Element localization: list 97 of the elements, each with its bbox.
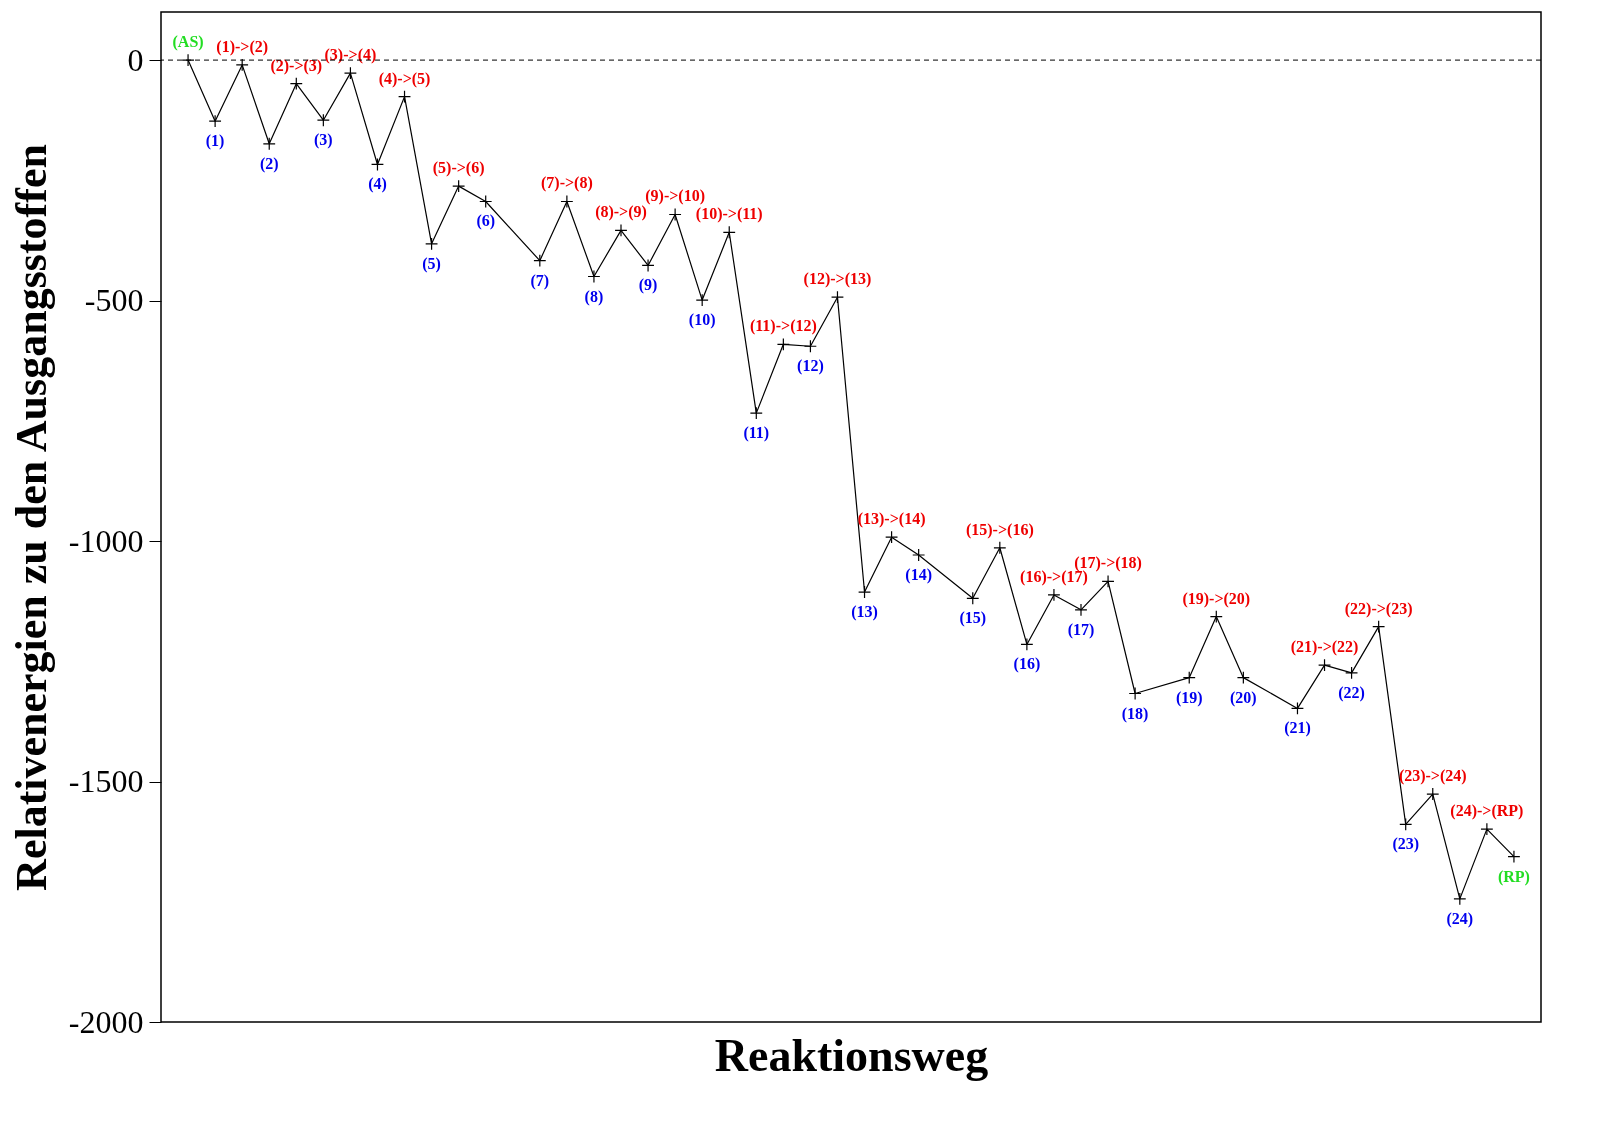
annotation: (21)->(22) bbox=[1290, 638, 1359, 657]
annotation: (22)->(23) bbox=[1344, 599, 1413, 618]
point bbox=[235, 58, 249, 72]
annotation: (AS) bbox=[172, 33, 204, 52]
annotation: (4) bbox=[368, 175, 387, 194]
annotation: (23) bbox=[1392, 835, 1420, 854]
annotation: (17) bbox=[1067, 620, 1095, 639]
annotation: (12) bbox=[797, 357, 824, 376]
annotation: (24) bbox=[1446, 909, 1474, 928]
point bbox=[749, 406, 763, 420]
annotation: (24)->(RP) bbox=[1450, 802, 1524, 821]
point bbox=[993, 541, 1007, 555]
annotation: (22) bbox=[1338, 683, 1365, 702]
point bbox=[289, 77, 303, 91]
point bbox=[668, 207, 682, 221]
annotation: (2) bbox=[259, 154, 279, 173]
annotation: (7) bbox=[530, 271, 550, 290]
point bbox=[1290, 701, 1304, 715]
annotation: (8) bbox=[584, 287, 604, 306]
point bbox=[641, 258, 655, 272]
point bbox=[181, 53, 195, 67]
point bbox=[370, 157, 384, 171]
annotation: (3)->(4) bbox=[324, 46, 377, 65]
point bbox=[398, 90, 412, 104]
y-tick-label: -2000 bbox=[68, 1003, 144, 1040]
y-axis-title: Relativenergien zu den Ausgangsstoffen bbox=[6, 144, 56, 891]
annotation: (13) bbox=[851, 603, 878, 622]
point bbox=[1372, 620, 1386, 634]
point bbox=[452, 179, 466, 193]
point bbox=[830, 290, 844, 304]
annotation: (11) bbox=[743, 424, 770, 443]
annotation: (13)->(14) bbox=[857, 510, 926, 529]
point bbox=[208, 114, 222, 128]
y-tick-label: -500 bbox=[84, 282, 144, 319]
point bbox=[262, 137, 276, 151]
annotation: (12)->(13) bbox=[803, 270, 872, 289]
annotation: (21) bbox=[1284, 719, 1311, 738]
point bbox=[425, 237, 439, 251]
annotation: (10) bbox=[688, 311, 716, 330]
annotation: (19) bbox=[1175, 688, 1203, 707]
point bbox=[885, 530, 899, 544]
annotation: (9)->(10) bbox=[645, 187, 705, 206]
y-tick-label: 0 bbox=[127, 41, 144, 78]
point bbox=[1101, 574, 1115, 588]
point bbox=[1209, 610, 1223, 624]
annotation: (20) bbox=[1230, 688, 1257, 707]
annotation: (8)->(9) bbox=[595, 203, 647, 222]
point bbox=[695, 293, 709, 307]
annotation: (10)->(11) bbox=[695, 205, 763, 224]
annotation: (1)->(2) bbox=[216, 37, 269, 56]
point bbox=[614, 223, 628, 237]
point bbox=[858, 585, 872, 599]
point bbox=[1480, 822, 1494, 836]
point bbox=[776, 337, 790, 351]
annotation: (15)->(16) bbox=[965, 520, 1034, 539]
annotation: (23)->(24) bbox=[1398, 767, 1467, 786]
annotation: (16) bbox=[1013, 655, 1041, 674]
annotation: (9) bbox=[638, 276, 658, 295]
annotation: (15) bbox=[959, 609, 987, 628]
y-tick-label: -1500 bbox=[68, 763, 144, 800]
x-axis-title: Reaktionsweg bbox=[714, 1029, 989, 1081]
point bbox=[1047, 588, 1061, 602]
point bbox=[803, 339, 817, 353]
point bbox=[722, 225, 736, 239]
y-tick-label: -1000 bbox=[68, 522, 144, 559]
annotation: (2)->(3) bbox=[270, 56, 323, 75]
point bbox=[1020, 637, 1034, 651]
annotation: (19)->(20) bbox=[1182, 589, 1251, 608]
point bbox=[560, 194, 574, 209]
annotation: (14) bbox=[905, 566, 932, 584]
annotation: (6) bbox=[476, 212, 496, 231]
point bbox=[966, 591, 980, 605]
point bbox=[1345, 666, 1359, 680]
annotation: (11)->(12) bbox=[749, 317, 817, 336]
annotation: (5)->(6) bbox=[432, 159, 485, 178]
point bbox=[1182, 671, 1196, 685]
annotation: (5) bbox=[422, 254, 441, 273]
annotation: (RP) bbox=[1497, 867, 1530, 886]
point bbox=[1074, 603, 1088, 617]
annotation: (18) bbox=[1121, 704, 1149, 723]
annotation: (7)->(8) bbox=[541, 174, 593, 193]
point bbox=[1426, 787, 1440, 801]
point bbox=[1507, 850, 1521, 864]
annotation: (4)->(5) bbox=[378, 69, 431, 88]
annotation: (3) bbox=[314, 131, 333, 150]
point bbox=[587, 270, 601, 284]
point bbox=[479, 194, 493, 209]
point bbox=[343, 66, 357, 80]
point bbox=[1399, 817, 1413, 831]
point bbox=[1236, 671, 1250, 685]
point bbox=[912, 548, 926, 562]
point bbox=[1128, 686, 1142, 701]
point bbox=[533, 254, 547, 268]
annotation: (1) bbox=[205, 132, 225, 151]
point bbox=[1318, 658, 1332, 672]
point bbox=[1453, 892, 1467, 906]
point bbox=[316, 113, 330, 127]
